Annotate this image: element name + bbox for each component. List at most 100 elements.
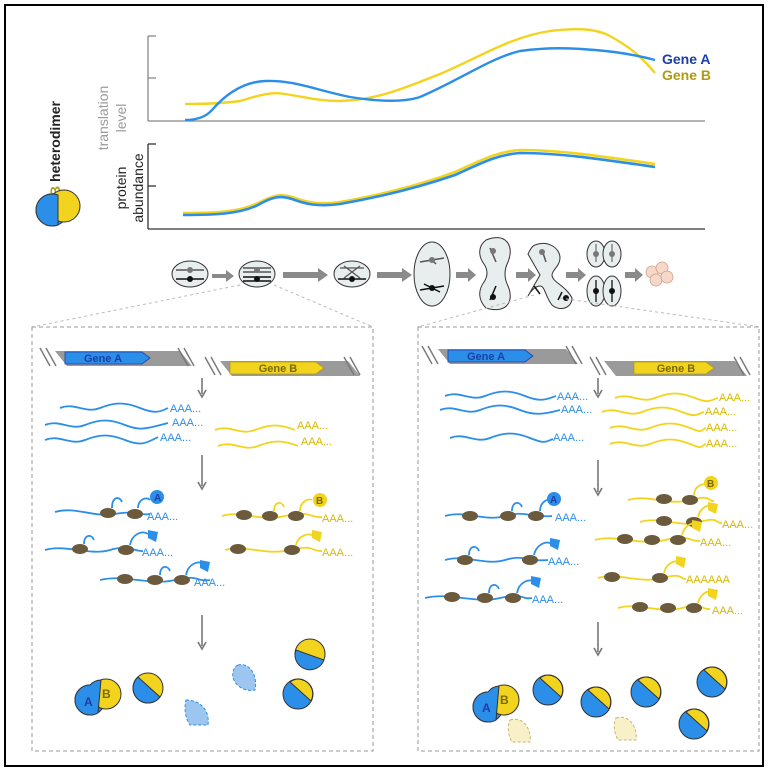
left-polya-b2: AAA...	[301, 436, 332, 448]
left-dimer-b-label: B	[102, 687, 111, 701]
left-polya-p5: AAA...	[322, 547, 353, 559]
left-polya-p3: AAA...	[194, 577, 225, 589]
right-mrna-gene-a: AAA... AAA... AAA...	[439, 390, 592, 444]
protein-series-gene-a	[182, 151, 656, 217]
right-gene-b-label: Gene B	[657, 363, 696, 375]
right-protein-b-label: B	[707, 479, 714, 490]
right-dimer-a-label: A	[482, 701, 491, 715]
series-label-gene-b: Gene B	[662, 67, 711, 83]
series-label-gene-a: Gene A	[662, 51, 711, 67]
left-dimer-2	[132, 672, 164, 704]
right-polya-a2: AAA...	[561, 404, 592, 416]
right-dimer-5	[696, 666, 728, 698]
left-panel: Gene A Gene B AAA... AAA... AAA... AAA..…	[31, 326, 374, 752]
right-polya-p2: AAA...	[548, 556, 579, 568]
right-dimer-3	[580, 686, 612, 718]
left-polya-b1: AAA...	[297, 420, 328, 432]
translation-series-gene-a	[184, 47, 656, 122]
protein-series-gene-b	[182, 148, 656, 215]
translation-axis-label-2: level	[113, 104, 129, 133]
right-polya-b1: AAA...	[719, 392, 750, 404]
right-polysomes-gene-b: B AAA... AAA... AAAAAA AAA...	[594, 476, 753, 617]
right-polya-a3: AAA...	[553, 432, 584, 444]
left-polysomes-gene-b: B AAA... AAA...	[221, 493, 353, 559]
left-mrna-gene-b: AAA... AAA...	[214, 420, 332, 449]
cell-stage-2	[238, 260, 276, 288]
left-mrna-gene-a: AAA... AAA... AAA...	[44, 402, 203, 445]
translation-chart: translation level Gene A Gene B	[95, 27, 711, 151]
cell-stage-7	[586, 240, 622, 307]
cell-cycle-strip	[171, 237, 674, 310]
protein-chart: protein abundance	[113, 143, 705, 230]
outer-border	[4, 4, 764, 767]
left-gene-b-label: Gene B	[259, 363, 298, 375]
cycle-arrow-3	[377, 268, 412, 282]
left-protein-b-label: B	[316, 496, 323, 507]
right-gene-b-locus: Gene B	[589, 356, 751, 376]
translation-series-gene-b	[184, 27, 656, 106]
right-arrow-translation	[593, 460, 603, 497]
cycle-arrow-7	[625, 268, 643, 282]
right-dimer-b-label: B	[500, 693, 509, 707]
cell-stage-4	[413, 241, 451, 307]
right-mrna-gene-b: AAA... AAA... AAA... AAA...	[601, 392, 750, 450]
cell-stage-3	[333, 260, 371, 288]
left-protein-a-label: A	[154, 493, 161, 504]
left-polya-a1: AAA...	[170, 403, 201, 415]
right-polya-p4: AAA...	[722, 519, 753, 531]
right-polysomes-gene-a: A AAA... AAA... AAA...	[424, 492, 586, 606]
heterodimer-legend: A/B heterodimer	[35, 101, 81, 227]
right-panel-border	[417, 326, 760, 752]
right-gene-a-label: Gene A	[467, 351, 505, 363]
zoom-line-right-1	[417, 294, 535, 328]
right-arrow-assembly	[593, 622, 603, 657]
right-protein-a-label: A	[550, 495, 557, 506]
left-gene-a-label: Gene A	[84, 353, 122, 365]
cycle-arrow-5	[516, 268, 536, 282]
cycle-arrow-2	[283, 268, 328, 282]
right-arrow-transcription	[593, 378, 603, 399]
left-gene-b-locus: Gene B	[204, 356, 361, 376]
right-polya-a1: AAA...	[557, 391, 588, 403]
left-gene-a-locus: Gene A	[39, 347, 195, 367]
right-gene-a-locus: Gene A	[421, 345, 583, 365]
left-polya-a2: AAA...	[172, 417, 203, 429]
right-dimer-4	[630, 676, 662, 708]
zoom-line-right-2	[559, 297, 761, 328]
right-polya-p1: AAA...	[555, 512, 586, 524]
left-arrow-transcription	[197, 378, 207, 399]
left-polya-p4: AAA...	[322, 513, 353, 525]
left-gene-a-box	[64, 351, 151, 365]
left-panel-border	[31, 326, 374, 752]
right-polya-p5: AAA...	[700, 537, 731, 549]
right-dimer-2	[532, 674, 564, 706]
right-dimer-labeled: A B	[472, 684, 520, 723]
right-polya-b2: AAA...	[705, 406, 736, 418]
left-dimer-a-label: A	[84, 695, 93, 709]
right-polya-b3: AAA...	[706, 422, 737, 434]
left-polysomes-gene-a: A AAA... AAA... AAA...	[44, 490, 225, 589]
left-dimer-4	[294, 638, 326, 671]
translation-axis-label-1: translation	[95, 86, 111, 151]
cycle-arrow-6	[566, 268, 586, 282]
left-arrow-assembly	[197, 615, 207, 651]
left-monomer-a-1	[184, 699, 209, 726]
left-monomer-a-2	[232, 664, 257, 691]
left-gene-b-box	[229, 361, 325, 375]
left-polya-p2: AAA...	[142, 547, 173, 559]
cycle-arrow-1	[212, 270, 234, 282]
left-polya-p1: AAA...	[147, 511, 178, 523]
left-dimer-labeled: A B	[74, 678, 122, 716]
cycle-arrow-4	[456, 268, 476, 282]
right-polya-p6: AAA...	[712, 605, 743, 617]
protein-axis-label-1: protein	[113, 167, 129, 210]
right-polya-b4: AAA...	[706, 438, 737, 450]
cell-stage-1	[171, 260, 209, 288]
zoom-line-left-1	[31, 284, 241, 328]
left-polya-a3: AAA...	[160, 432, 191, 444]
right-polya-p3: AAA...	[532, 594, 563, 606]
cell-stage-8-spores	[645, 261, 674, 287]
legend-dimer-icon	[35, 189, 81, 227]
left-arrow-translation	[197, 455, 207, 491]
